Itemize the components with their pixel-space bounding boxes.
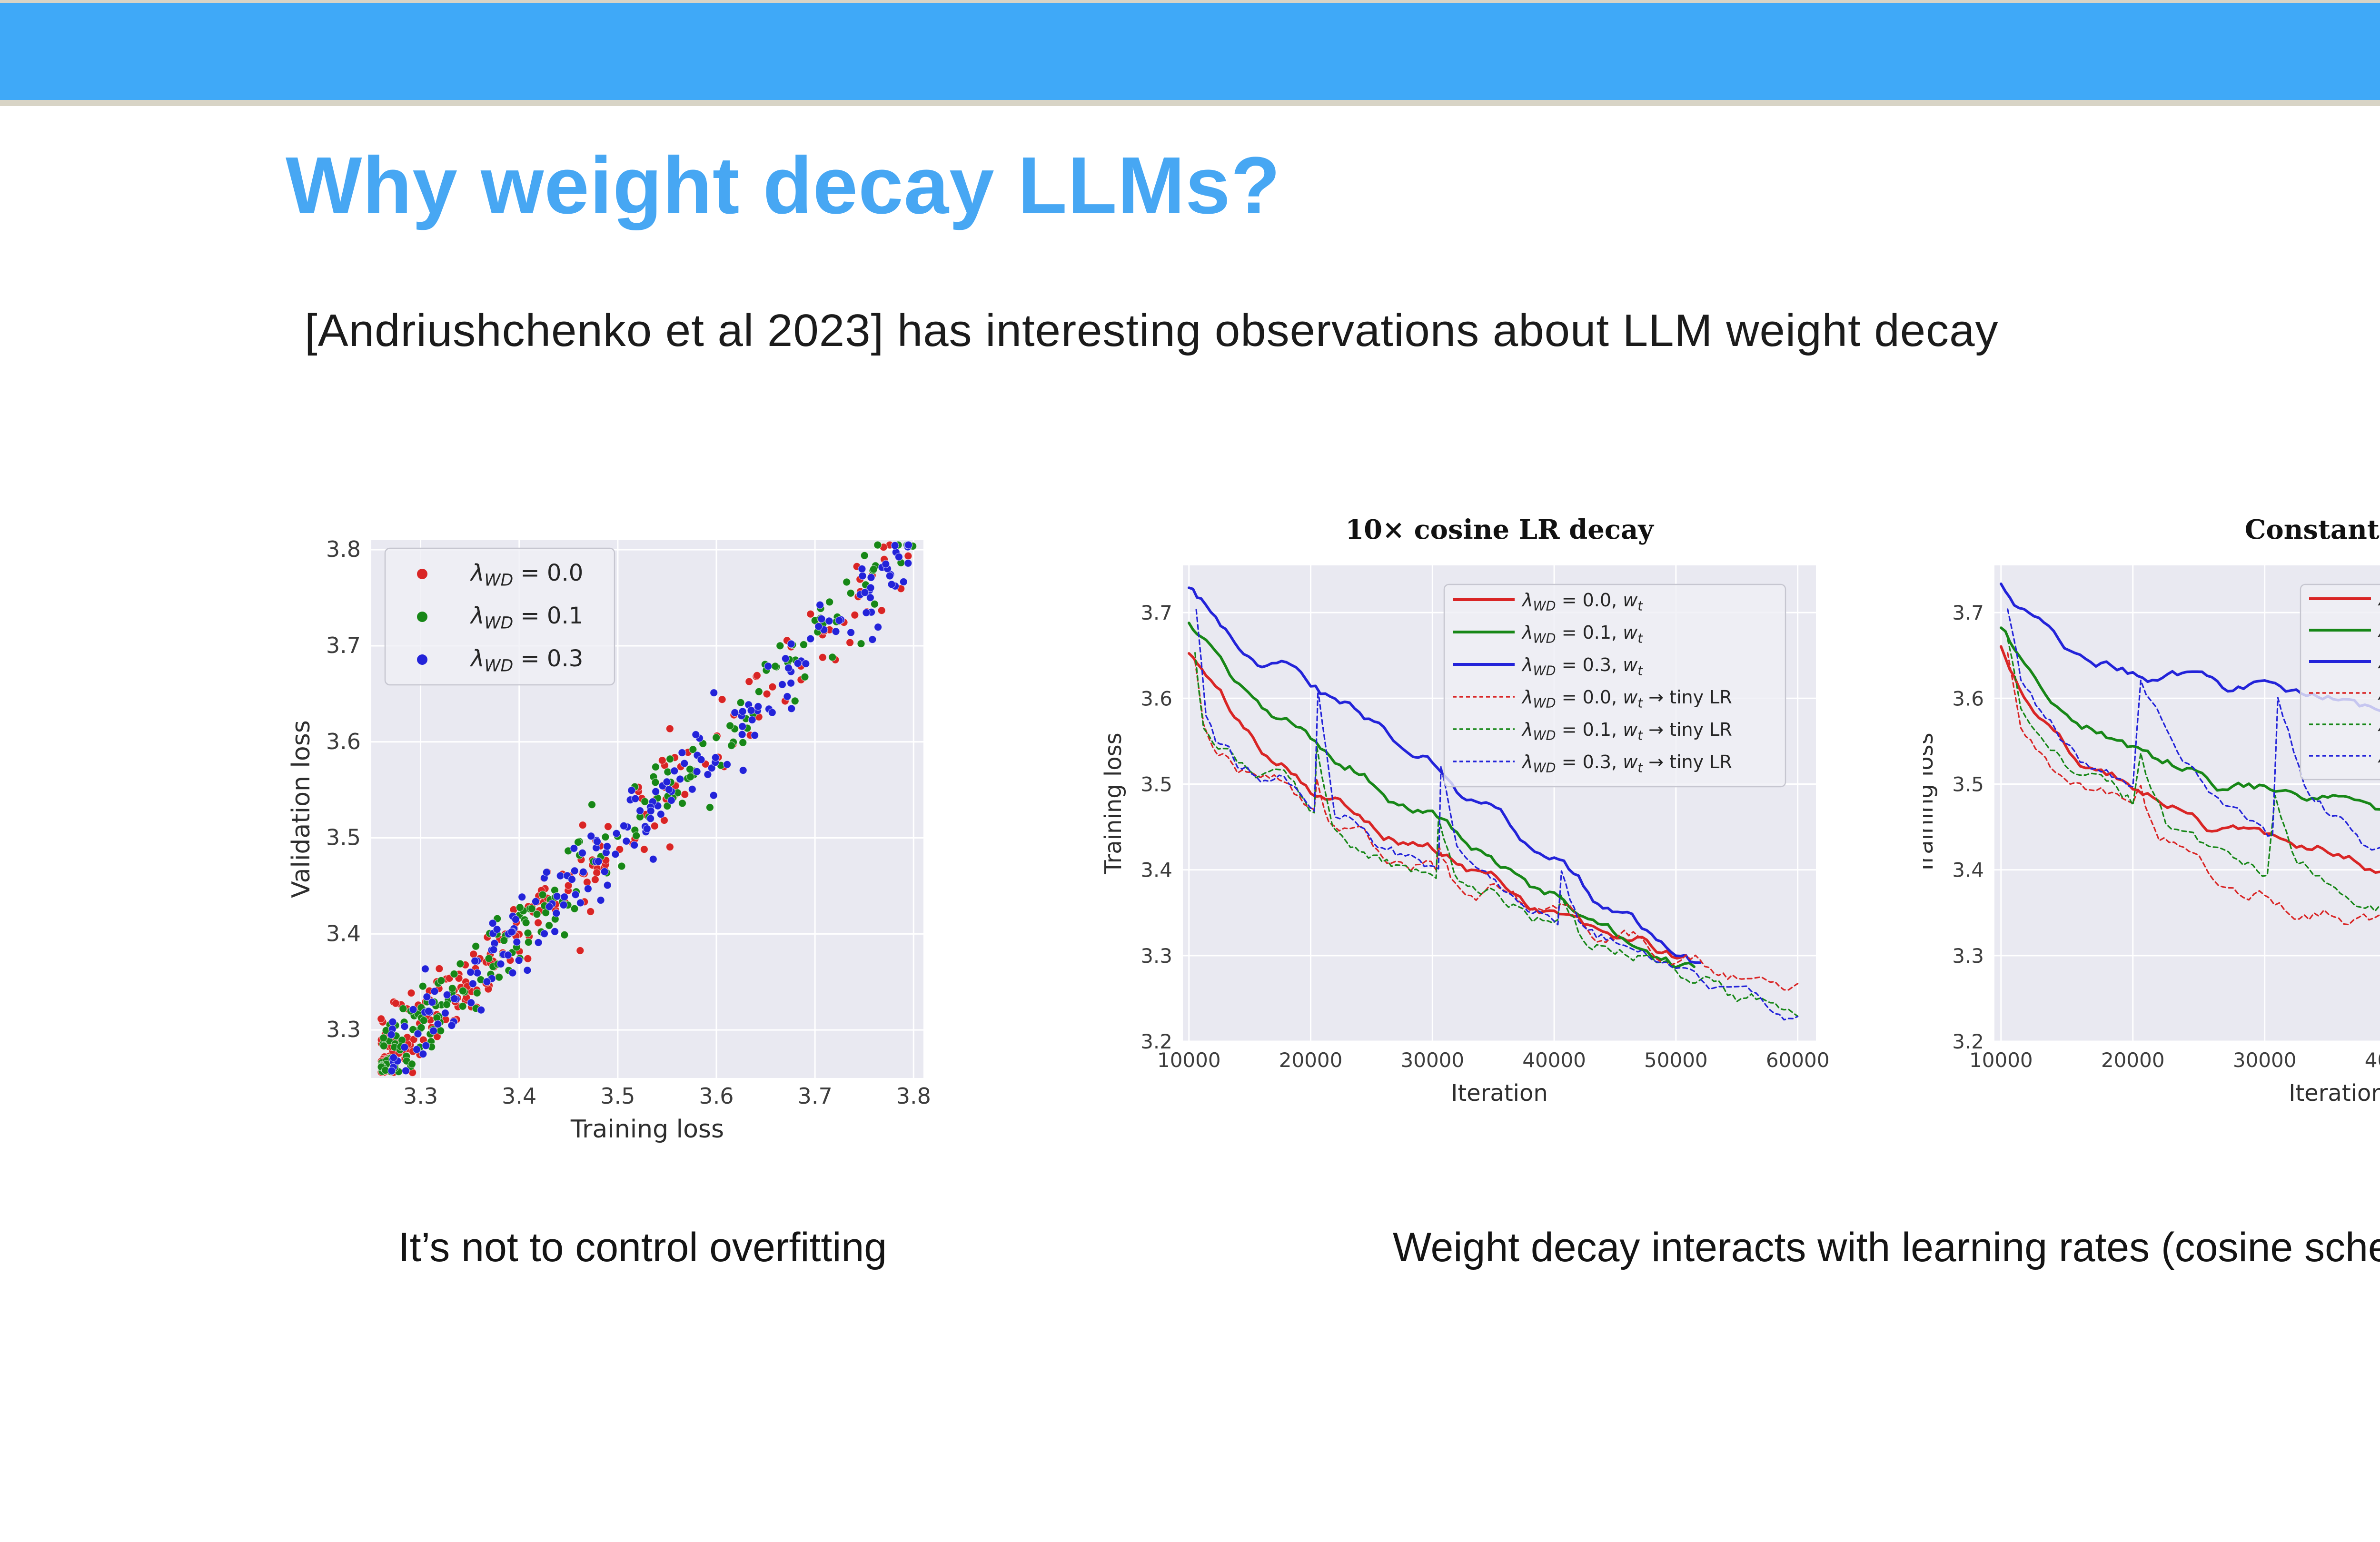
svg-text:Training loss: Training loss bbox=[1100, 732, 1127, 874]
svg-text:λWD = 0.0, wt → tiny LR: λWD = 0.0, wt → tiny LR bbox=[2378, 683, 2380, 707]
svg-text:50000: 50000 bbox=[1644, 1048, 1708, 1072]
svg-text:10000: 10000 bbox=[1969, 1048, 2033, 1072]
svg-text:Constant LR: Constant LR bbox=[2245, 514, 2380, 545]
svg-text:λWD = 0.1: λWD = 0.1 bbox=[469, 603, 583, 633]
svg-text:3.4: 3.4 bbox=[326, 920, 361, 946]
svg-text:3.8: 3.8 bbox=[896, 1083, 931, 1109]
header-banner bbox=[0, 3, 2380, 100]
svg-text:λWD = 0.0, wt: λWD = 0.0, wt bbox=[2378, 589, 2380, 613]
svg-text:Iteration: Iteration bbox=[1451, 1080, 1548, 1107]
svg-text:60000: 60000 bbox=[1766, 1048, 1830, 1072]
svg-text:3.7: 3.7 bbox=[1952, 601, 1984, 624]
constant-lr-chart: 1000020000300004000050000600003.23.33.43… bbox=[1912, 504, 2380, 1145]
svg-text:Training loss: Training loss bbox=[570, 1115, 724, 1144]
svg-text:3.6: 3.6 bbox=[699, 1083, 734, 1109]
scatter-chart-svg: 3.3 3.4 3.5 3.6 3.7 3.8 3.3 3.4 3.5 3.6 3.7 3.8 Trai… bbox=[287, 536, 931, 1144]
svg-text:λWD = 0.0, wt → tiny LR: λWD = 0.0, wt → tiny LR bbox=[1521, 687, 1732, 711]
svg-text:λWD = 0.3, wt → tiny LR: λWD = 0.3, wt → tiny LR bbox=[2378, 746, 2380, 770]
svg-text:λWD = 0.1, wt → tiny LR: λWD = 0.1, wt → tiny LR bbox=[2378, 714, 2380, 738]
svg-text:Iteration: Iteration bbox=[2289, 1080, 2380, 1107]
svg-text:3.5: 3.5 bbox=[326, 825, 361, 850]
svg-text:3.3: 3.3 bbox=[1952, 944, 1984, 968]
svg-text:3.6: 3.6 bbox=[326, 729, 361, 754]
svg-text:3.8: 3.8 bbox=[326, 536, 361, 562]
svg-text:λWD = 0.3, wt: λWD = 0.3, wt bbox=[1521, 654, 1643, 678]
svg-text:3.7: 3.7 bbox=[798, 1083, 833, 1109]
svg-text:λWD = 0.3, wt → tiny LR: λWD = 0.3, wt → tiny LR bbox=[1521, 751, 1732, 775]
scatter-chart: 3.3 3.4 3.5 3.6 3.7 3.8 3.3 3.4 3.5 3.6 3.7 3.8 Trai… bbox=[286, 490, 981, 1192]
svg-text:λWD = 0.1, wt → tiny LR: λWD = 0.1, wt → tiny LR bbox=[1521, 719, 1732, 743]
svg-text:Training loss: Training loss bbox=[1923, 732, 1938, 874]
svg-text:3.3: 3.3 bbox=[403, 1083, 438, 1109]
svg-text:3.7: 3.7 bbox=[326, 633, 361, 658]
svg-text:3.3: 3.3 bbox=[1140, 944, 1172, 968]
svg-text:3.3: 3.3 bbox=[326, 1017, 361, 1042]
svg-text:3.5: 3.5 bbox=[1952, 772, 1984, 796]
cosine-lr-chart: 10000 20000 30000 40000 50000 60000 3.2 3.3 3.4 3… bbox=[1081, 504, 1880, 1145]
svg-text:40000: 40000 bbox=[2365, 1048, 2380, 1072]
svg-text:λWD = 0.3: λWD = 0.3 bbox=[469, 645, 583, 676]
svg-text:10000: 10000 bbox=[1157, 1048, 1221, 1072]
svg-text:3.4: 3.4 bbox=[502, 1083, 536, 1109]
banner-bottom-strip bbox=[0, 100, 2380, 106]
svg-text:3.7: 3.7 bbox=[1140, 601, 1172, 624]
svg-text:3.4: 3.4 bbox=[1140, 859, 1172, 882]
svg-text:Validation loss: Validation loss bbox=[287, 720, 316, 898]
constant-lr-chart-svg: 1000020000300004000050000600003.23.33.43… bbox=[1912, 514, 2380, 1107]
svg-text:20000: 20000 bbox=[2101, 1048, 2165, 1072]
svg-text:3.6: 3.6 bbox=[1140, 687, 1172, 710]
svg-text:λWD = 0.0: λWD = 0.0 bbox=[469, 560, 583, 590]
svg-text:3.4: 3.4 bbox=[1952, 859, 1984, 882]
cosine-lr-chart-svg: 10000 20000 30000 40000 50000 60000 3.2 3.3 3.4 3… bbox=[1100, 514, 1830, 1107]
top-edge-strip bbox=[0, 0, 2380, 3]
svg-text:3.5: 3.5 bbox=[1140, 772, 1172, 796]
subtitle: [Andriushchenko et al 2023] has interest… bbox=[305, 305, 1999, 356]
svg-text:λWD = 0.3, wt: λWD = 0.3, wt bbox=[2378, 652, 2380, 675]
svg-text:20000: 20000 bbox=[1279, 1048, 1343, 1072]
caption-left: It’s not to control overfitting bbox=[398, 1225, 887, 1270]
svg-text:λWD = 0.1, wt: λWD = 0.1, wt bbox=[2378, 620, 2380, 644]
caption-right: Weight decay interacts with learning rat… bbox=[1392, 1225, 2380, 1270]
svg-text:λWD = 0.0, wt: λWD = 0.0, wt bbox=[1521, 590, 1643, 613]
svg-text:3.2: 3.2 bbox=[1140, 1030, 1172, 1053]
svg-text:40000: 40000 bbox=[1522, 1048, 1586, 1072]
svg-text:3.2: 3.2 bbox=[1952, 1030, 1984, 1053]
svg-text:30000: 30000 bbox=[1401, 1048, 1465, 1072]
page-title: Why weight decay LLMs? bbox=[286, 140, 1281, 231]
svg-text:3.6: 3.6 bbox=[1952, 687, 1984, 710]
svg-text:30000: 30000 bbox=[2233, 1048, 2297, 1072]
svg-text:λWD = 0.1, wt: λWD = 0.1, wt bbox=[1521, 622, 1643, 646]
svg-text:3.5: 3.5 bbox=[600, 1083, 635, 1109]
svg-text:10× cosine LR decay: 10× cosine LR decay bbox=[1345, 514, 1654, 545]
